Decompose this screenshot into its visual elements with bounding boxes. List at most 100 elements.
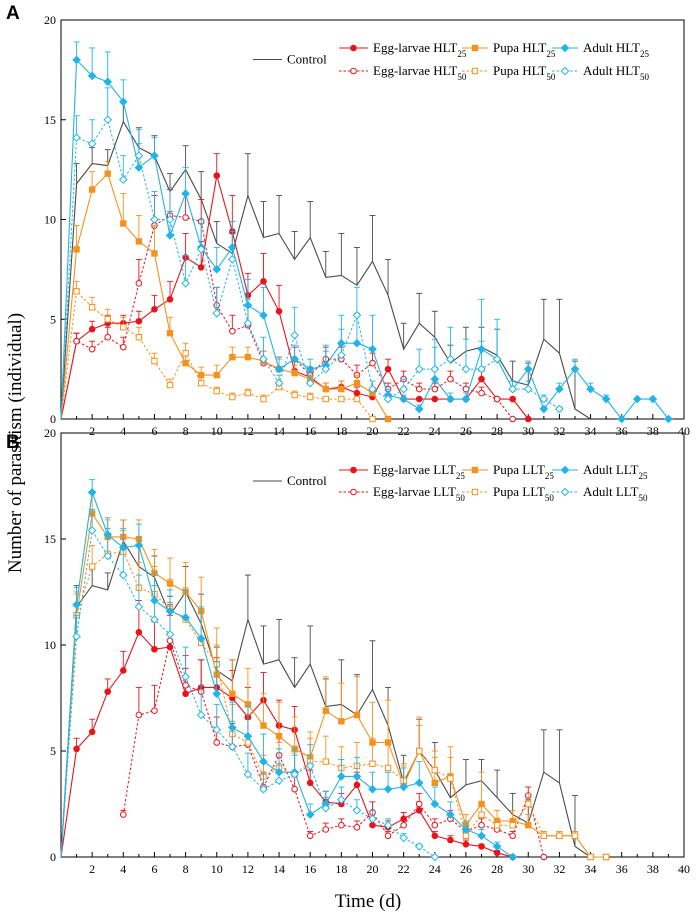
data-point	[212, 308, 222, 318]
legend-label: Egg-larvae LLT50	[373, 484, 465, 503]
legend-swatch-marker	[560, 43, 570, 53]
data-point	[353, 711, 361, 719]
data-point	[166, 330, 174, 337]
data-point	[213, 172, 221, 179]
data-point	[493, 849, 501, 857]
data-point	[492, 354, 502, 364]
data-point	[447, 836, 454, 844]
data-point	[414, 842, 424, 851]
x-tick-label: 8	[183, 424, 189, 438]
series-line	[60, 58, 669, 420]
data-point	[243, 731, 253, 741]
data-point	[120, 811, 127, 818]
data-point	[182, 214, 189, 221]
series-adult-llt-50	[60, 508, 440, 862]
data-point	[165, 215, 175, 224]
data-point	[617, 414, 627, 424]
data-point	[555, 404, 564, 414]
x-tick-label: 38	[647, 862, 659, 876]
data-point	[338, 395, 345, 403]
data-point	[88, 304, 96, 311]
y-tick-label: 15	[44, 532, 56, 546]
data-point	[165, 630, 175, 639]
series-egg-larvae-hlt-25	[60, 153, 532, 423]
x-tick-label: 2	[89, 424, 95, 438]
data-point	[151, 707, 158, 715]
x-tick-label: 36	[616, 862, 628, 876]
data-point	[587, 853, 594, 861]
data-point	[337, 772, 346, 781]
data-point	[135, 238, 143, 245]
data-point	[478, 389, 485, 397]
data-point	[384, 764, 392, 772]
data-point	[525, 800, 532, 808]
data-point	[274, 378, 284, 388]
legend: Control Egg-larvae LLT25 Egg-larvae LLT50 P…	[253, 462, 648, 503]
series-adult-hlt-50	[60, 87, 564, 420]
data-point	[321, 803, 331, 813]
data-point	[104, 316, 111, 323]
data-point	[369, 415, 376, 423]
data-point	[196, 634, 206, 643]
data-point	[461, 394, 471, 404]
x-tick-label: 32	[553, 862, 565, 876]
data-point	[213, 387, 220, 395]
data-point	[182, 690, 189, 698]
data-point	[493, 395, 501, 403]
data-point	[570, 364, 580, 374]
data-point	[228, 742, 237, 752]
legend-control-label: Control	[287, 473, 327, 488]
data-point	[414, 404, 424, 414]
x-tick-label: 36	[616, 424, 628, 438]
data-point	[151, 645, 158, 653]
x-tick-label: 30	[522, 862, 534, 876]
data-point	[229, 690, 236, 697]
data-point	[571, 832, 579, 839]
data-point	[72, 133, 81, 143]
data-point	[353, 379, 361, 387]
data-point	[290, 770, 299, 779]
data-point	[181, 613, 190, 622]
data-point	[509, 415, 516, 423]
data-point	[338, 385, 345, 393]
data-point	[383, 784, 393, 794]
data-point	[492, 842, 502, 851]
legend-label: Adult LLT50	[583, 484, 648, 503]
data-point	[478, 375, 485, 383]
data-point	[369, 359, 376, 367]
x-tick-label: 4	[120, 862, 126, 876]
data-point	[306, 832, 314, 840]
legend: Control Egg-larvae HLT25 Egg-larvae HLT50 P…	[253, 40, 649, 82]
legend-label: Pupa HLT50	[493, 63, 556, 82]
data-point	[430, 852, 440, 862]
data-point	[400, 821, 407, 829]
data-point	[508, 852, 517, 862]
data-point	[477, 831, 486, 841]
legend-swatch-marker	[471, 488, 479, 496]
data-point	[414, 364, 424, 374]
data-point	[399, 782, 408, 792]
x-tick-label: 14	[273, 424, 285, 438]
data-point	[229, 327, 236, 335]
data-point	[383, 820, 393, 830]
data-point	[399, 394, 408, 404]
data-point	[87, 488, 97, 497]
data-point	[103, 551, 113, 561]
data-point	[260, 722, 267, 729]
data-point	[259, 784, 268, 794]
x-tick-label: 18	[335, 862, 347, 876]
data-point	[181, 279, 190, 288]
data-point	[104, 688, 112, 695]
data-point	[430, 374, 440, 384]
data-point	[103, 77, 113, 87]
data-point	[461, 364, 471, 374]
data-point	[103, 115, 113, 125]
y-axis-title: Number of parasitism (individual)	[5, 313, 26, 573]
data-point	[446, 354, 455, 364]
data-point	[104, 333, 112, 341]
data-point	[87, 71, 97, 81]
x-tick-label: 24	[429, 424, 441, 438]
data-point	[352, 310, 362, 320]
y-tick-label: 20	[44, 13, 56, 27]
x-tick-label: 26	[460, 862, 472, 876]
